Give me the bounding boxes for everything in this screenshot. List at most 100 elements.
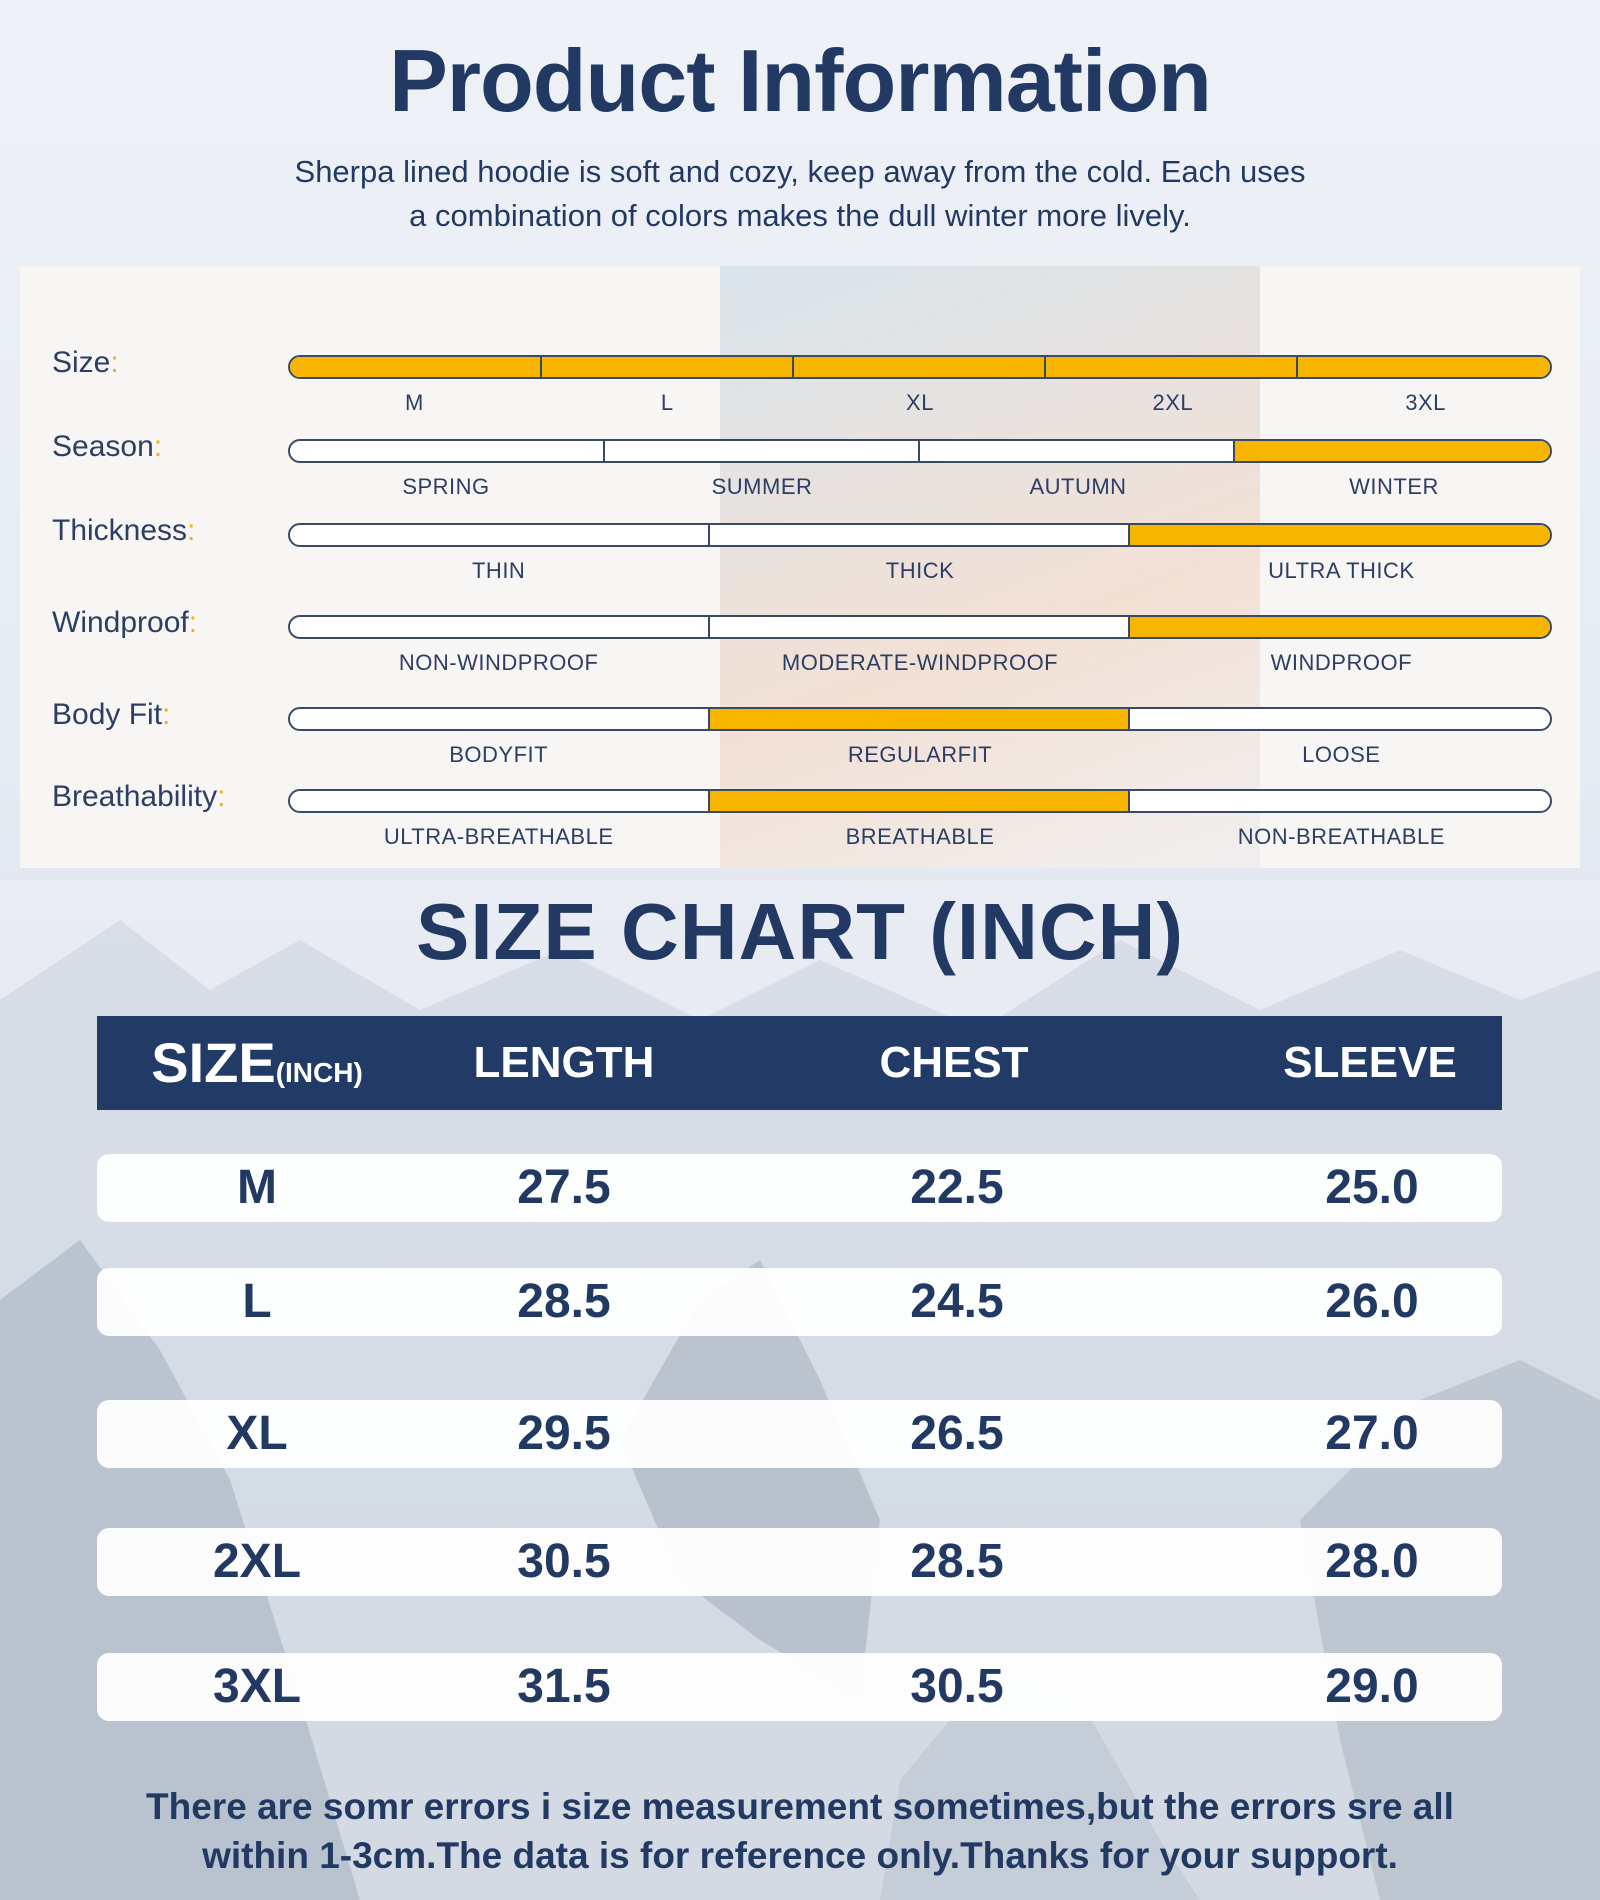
cell-sleeve: 28.0: [1325, 1535, 1419, 1588]
header-chest: CHEST: [879, 1038, 1029, 1087]
scale-segment-label: SPRING: [402, 474, 490, 499]
scale-segment-label: ULTRA-BREATHABLE: [383, 824, 614, 849]
attribute-row: Windproof: NON-WINDPROOF MODERATE-WINDPROO…: [20, 606, 1580, 686]
scale-segment-label: NON-WINDPROOF: [398, 650, 599, 675]
scale-segment: [290, 441, 605, 461]
scale-segment-label: M: [404, 390, 424, 415]
cell-chest: 24.5: [910, 1275, 1004, 1328]
scale-segment-label: LOOSE: [1302, 742, 1381, 767]
attribute-label-text: Breathability: [52, 780, 218, 813]
footnote-line-2: within 1-3cm.The data is for reference o…: [202, 1835, 1398, 1876]
scale-segment-label: 3XL: [1405, 390, 1446, 415]
table-row: 3XL 31.5 30.5 29.0: [97, 1653, 1502, 1721]
footnote: There are somr errors i size measurement…: [60, 1782, 1540, 1880]
scale-segment: [290, 709, 710, 729]
cell-length: 28.5: [517, 1275, 611, 1328]
cell-length: 27.5: [517, 1161, 611, 1214]
attribute-label-text: Size: [52, 346, 111, 379]
attribute-row: Thickness: THIN THICK ULTRA THICK: [20, 514, 1580, 594]
cell-chest: 22.5: [910, 1161, 1004, 1214]
footnote-line-1: There are somr errors i size measurement…: [146, 1786, 1454, 1827]
attribute-row: Size: M L XL 2XL 3XL: [20, 346, 1580, 426]
attribute-label: Size:: [52, 346, 119, 380]
table-row: M 27.5 22.5 25.0: [97, 1154, 1502, 1222]
subtitle-line-2: a combination of colors makes the dull w…: [409, 198, 1191, 233]
cell-chest: 28.5: [910, 1535, 1004, 1588]
attribute-row: Body Fit: BODYFIT REGULARFIT LOOSE: [20, 698, 1580, 778]
attribute-label: Thickness:: [52, 514, 195, 548]
scale-segment: [290, 525, 710, 545]
scale-segment-label: AUTUMN: [1029, 474, 1127, 499]
scale-segment-label: WINDPROOF: [1270, 650, 1413, 675]
cell-size: L: [242, 1275, 272, 1328]
attribute-scale-bar: [288, 355, 1552, 379]
scale-segment: [920, 441, 1235, 461]
attribute-label: Breathability:: [52, 780, 225, 814]
attribute-label-text: Body Fit: [52, 698, 163, 731]
attribute-label-colon: :: [153, 430, 163, 463]
subtitle-line-1: Sherpa lined hoodie is soft and cozy, ke…: [294, 154, 1306, 189]
cell-size: 2XL: [212, 1535, 302, 1588]
attribute-scale-bar: [288, 439, 1552, 463]
scale-segment-selected: [1046, 357, 1298, 377]
scale-segment-selected: [794, 357, 1046, 377]
page-title: Product Information: [389, 31, 1212, 130]
attribute-label-colon: :: [188, 606, 198, 639]
header-size-label: SIZE: [151, 1031, 276, 1094]
cell-sleeve: 29.0: [1325, 1660, 1419, 1713]
size-chart-header: SIZE(INCH) LENGTH CHEST SLEEVE: [97, 1016, 1502, 1110]
table-row: XL 29.5 26.5 27.0: [97, 1400, 1502, 1468]
scale-segment-label: BREATHABLE: [845, 824, 995, 849]
scale-segment: [290, 617, 710, 637]
cell-length: 31.5: [517, 1660, 611, 1713]
attribute-row: Breathability: ULTRA-BREATHABLE BREATHABLE…: [20, 780, 1580, 860]
cell-chest: 30.5: [910, 1660, 1004, 1713]
scale-segment: [710, 617, 1130, 637]
scale-segment-selected: [1298, 357, 1550, 377]
cell-length: 30.5: [517, 1535, 611, 1588]
scale-segment-selected: [290, 357, 542, 377]
attribute-row: Season: SPRING SUMMER AUTUMN WINTER: [20, 430, 1580, 510]
cell-size: XL: [226, 1407, 288, 1460]
scale-segment: [710, 525, 1130, 545]
scale-segment-label: WINTER: [1349, 474, 1439, 499]
attributes-panel: Size: M L XL 2XL 3XL Season: SPRING SUMMER AUTUMN…: [20, 266, 1580, 868]
attribute-label-colon: :: [110, 346, 119, 379]
scale-segment-selected: [710, 709, 1130, 729]
attribute-label: Body Fit:: [52, 698, 170, 732]
scale-segment-label: THICK: [885, 558, 955, 583]
attribute-label-colon: :: [162, 698, 171, 731]
scale-segment-selected: [1235, 441, 1550, 461]
scale-segment-label: ULTRA THICK: [1268, 558, 1415, 583]
cell-sleeve: 27.0: [1325, 1407, 1419, 1460]
scale-segment: [1130, 709, 1550, 729]
attribute-scale-bar: [288, 789, 1552, 813]
scale-segment: [605, 441, 920, 461]
attribute-label-text: Thickness: [52, 514, 188, 547]
scale-segment-selected: [1130, 617, 1550, 637]
size-chart-title: SIZE CHART (INCH): [415, 887, 1185, 976]
cell-chest: 26.5: [910, 1407, 1004, 1460]
cell-length: 29.5: [517, 1407, 611, 1460]
attribute-label-colon: :: [217, 780, 226, 813]
attribute-label-colon: :: [187, 514, 196, 547]
header-size-unit: (INCH): [275, 1057, 363, 1088]
scale-segment-label: THIN: [471, 558, 526, 583]
scale-segment-label: MODERATE-WINDPROOF: [781, 650, 1059, 675]
attribute-scale-bar: [288, 707, 1552, 731]
header-size: SIZE(INCH): [151, 1016, 363, 1110]
scale-segment-label: BODYFIT: [449, 742, 549, 767]
cell-size: 3XL: [212, 1660, 302, 1713]
scale-segment-label: SUMMER: [711, 474, 813, 499]
cell-sleeve: 25.0: [1325, 1161, 1419, 1214]
attribute-scale-bar: [288, 523, 1552, 547]
table-row: L 28.5 24.5 26.0: [97, 1268, 1502, 1336]
attribute-label-text: Windproof: [52, 606, 189, 639]
scale-segment: [1130, 791, 1550, 811]
scale-segment-selected: [542, 357, 794, 377]
cell-sleeve: 26.0: [1325, 1275, 1419, 1328]
scale-segment-label: XL: [906, 390, 934, 415]
attribute-scale-bar: [288, 615, 1552, 639]
scale-segment-label: REGULARFIT: [847, 742, 993, 767]
